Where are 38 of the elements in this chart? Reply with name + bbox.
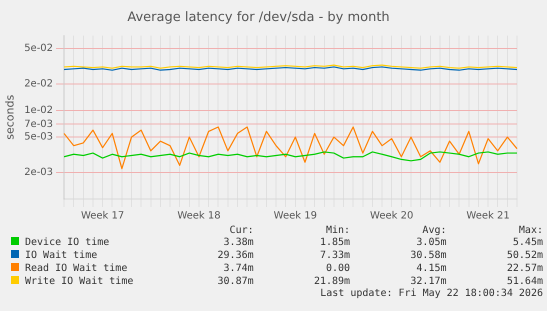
text: 3.05m: [415, 236, 448, 249]
x-tick-label: Week 17: [80, 210, 124, 222]
y-tick-label: 7e-03: [24, 118, 54, 130]
text: 3.38m: [222, 236, 255, 249]
chart-title: Average latency for /dev/sda - by month: [127, 10, 390, 26]
text: Cur:: [228, 225, 255, 236]
x-tick-label: Week 19: [274, 210, 317, 222]
x-tick-label: Week 21: [466, 210, 510, 222]
y-tick-label: 2e-02: [24, 78, 54, 90]
text: 21.89m: [312, 275, 351, 288]
text: 50.52m: [506, 249, 544, 262]
x-tick-label: Week 18: [177, 210, 221, 222]
text: 32.17m: [409, 275, 448, 288]
y-tick-label: 5e-03: [24, 132, 54, 143]
legend-label: Device IO time: [25, 237, 110, 248]
legend-label: Read IO Wait time: [25, 263, 128, 274]
y-tick-label: 5e-02: [24, 43, 54, 54]
legend-label: Write IO Wait time: [25, 276, 134, 287]
text: Last update: Fri May 22 18:00:34 2026: [319, 288, 544, 299]
text: 30.58m: [409, 249, 448, 262]
y-tick-label: 1e-02: [24, 105, 54, 116]
y-axis-title: seconds: [3, 94, 16, 140]
text: Avg:: [421, 225, 448, 236]
text: 30.87m: [216, 275, 255, 288]
legend-label: IO Wait time: [25, 250, 98, 261]
text: 29.36m: [216, 249, 255, 262]
text: 22.57m: [506, 262, 544, 275]
text: Min:: [324, 225, 352, 236]
text: 1.85m: [318, 236, 352, 249]
text: 4.15m: [415, 262, 448, 275]
x-tick-label: Week 20: [370, 210, 414, 222]
text: 3.74m: [222, 262, 255, 275]
y-tick-label: 2e-03: [24, 166, 54, 178]
text: 7.33m: [318, 249, 352, 262]
text: 0.00: [324, 262, 352, 275]
text: 51.64m: [506, 275, 544, 288]
text: Max:: [518, 225, 544, 236]
text: 5.45m: [512, 236, 544, 249]
